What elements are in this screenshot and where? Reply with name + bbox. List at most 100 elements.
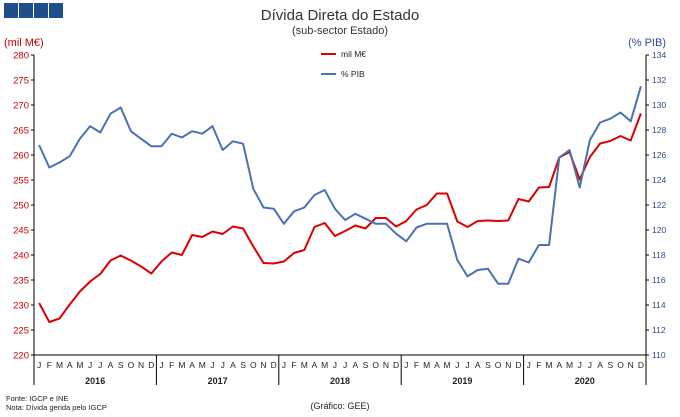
- month-tick-label: M: [76, 360, 83, 370]
- logo-block: [49, 3, 63, 18]
- month-tick-label: S: [240, 360, 246, 370]
- left-tick-label: 265: [13, 126, 29, 137]
- left-tick-label: 240: [13, 251, 29, 262]
- left-tick-label: 220: [13, 351, 29, 362]
- month-tick-label: J: [210, 360, 214, 370]
- month-tick-label: M: [301, 360, 308, 370]
- legend-label-pib: % PIB: [341, 69, 365, 79]
- right-tick-label: 132: [652, 75, 666, 85]
- month-tick-label: F: [169, 360, 174, 370]
- right-tick-label: 126: [652, 150, 666, 160]
- month-tick-label: M: [321, 360, 328, 370]
- month-tick-label: J: [465, 360, 469, 370]
- right-tick-label: 110: [652, 350, 666, 360]
- month-tick-label: A: [597, 360, 603, 370]
- month-tick-label: J: [455, 360, 459, 370]
- month-tick-label: D: [271, 360, 277, 370]
- month-tick-label: A: [434, 360, 440, 370]
- month-tick-label: A: [108, 360, 114, 370]
- left-tick-label: 235: [13, 276, 29, 287]
- legend-label-debt: mil M€: [341, 49, 366, 59]
- month-tick-label: O: [128, 360, 135, 370]
- month-tick-label: O: [250, 360, 257, 370]
- right-tick-label: 116: [652, 275, 666, 285]
- month-tick-label: M: [199, 360, 206, 370]
- month-tick-label: J: [578, 360, 582, 370]
- left-tick-label: 225: [13, 326, 29, 337]
- chart-title: Dívida Direta do Estado: [260, 7, 420, 24]
- month-tick-label: A: [67, 360, 73, 370]
- month-tick-label: A: [189, 360, 195, 370]
- left-tick-label: 245: [13, 226, 29, 237]
- month-tick-label: J: [221, 360, 225, 370]
- month-tick-label: J: [343, 360, 347, 370]
- month-tick-label: M: [566, 360, 573, 370]
- month-tick-label: O: [372, 360, 379, 370]
- month-tick-label: M: [546, 360, 553, 370]
- right-tick-label: 118: [652, 250, 666, 260]
- month-tick-label: D: [638, 360, 644, 370]
- month-tick-label: F: [414, 360, 419, 370]
- month-tick-label: J: [88, 360, 92, 370]
- right-tick-label: 128: [652, 125, 666, 135]
- month-tick-label: J: [37, 360, 41, 370]
- left-tick-label: 255: [13, 176, 29, 187]
- logo-block: [34, 3, 48, 18]
- month-tick-label: J: [333, 360, 337, 370]
- month-tick-label: A: [230, 360, 236, 370]
- right-tick-label: 114: [652, 300, 666, 310]
- logo-block: [19, 3, 33, 18]
- year-label: 2017: [208, 376, 228, 386]
- left-tick-label: 260: [13, 151, 29, 162]
- right-tick-label: 134: [652, 50, 666, 60]
- left-tick-label: 275: [13, 76, 29, 87]
- left-tick-label: 230: [13, 301, 29, 312]
- right-tick-label: 112: [652, 325, 666, 335]
- month-tick-label: J: [404, 360, 408, 370]
- month-tick-label: J: [98, 360, 102, 370]
- month-tick-label: N: [383, 360, 389, 370]
- right-axis-label: (% PIB): [628, 37, 666, 49]
- right-tick-label: 122: [652, 200, 666, 210]
- month-tick-label: S: [485, 360, 491, 370]
- year-label: 2020: [575, 376, 595, 386]
- month-tick-label: M: [423, 360, 430, 370]
- chart-credit: (Gráfico: GEE): [310, 401, 370, 411]
- month-tick-label: A: [556, 360, 562, 370]
- month-tick-label: J: [527, 360, 531, 370]
- month-tick-label: N: [260, 360, 266, 370]
- month-tick-label: M: [56, 360, 63, 370]
- month-tick-label: S: [607, 360, 613, 370]
- month-tick-label: O: [617, 360, 624, 370]
- month-tick-label: D: [393, 360, 399, 370]
- year-label: 2016: [85, 376, 105, 386]
- month-tick-label: F: [47, 360, 52, 370]
- month-tick-label: N: [138, 360, 144, 370]
- right-tick-label: 130: [652, 100, 666, 110]
- month-tick-label: M: [178, 360, 185, 370]
- series-line-pib: [38, 86, 642, 285]
- month-tick-label: D: [148, 360, 154, 370]
- month-tick-label: N: [505, 360, 511, 370]
- footnote-source: Fonte: IGCP e INE: [6, 394, 69, 403]
- month-tick-label: J: [588, 360, 592, 370]
- logo-block: [4, 3, 18, 18]
- year-label: 2019: [452, 376, 472, 386]
- right-tick-label: 120: [652, 225, 666, 235]
- month-tick-label: A: [312, 360, 318, 370]
- footnote-note: Nota: Dívida gerida pelo IGCP: [6, 403, 107, 412]
- month-tick-label: D: [515, 360, 521, 370]
- month-tick-label: A: [475, 360, 481, 370]
- chart-subtitle: (sub-sector Estado): [292, 25, 388, 37]
- left-axis-label: (mil M€): [4, 37, 44, 49]
- month-tick-label: F: [291, 360, 296, 370]
- month-tick-label: O: [495, 360, 502, 370]
- left-tick-label: 250: [13, 201, 29, 212]
- left-tick-label: 270: [13, 101, 29, 112]
- month-tick-label: N: [628, 360, 634, 370]
- month-tick-label: J: [159, 360, 163, 370]
- month-tick-label: S: [363, 360, 369, 370]
- month-tick-label: S: [118, 360, 124, 370]
- month-tick-label: A: [352, 360, 358, 370]
